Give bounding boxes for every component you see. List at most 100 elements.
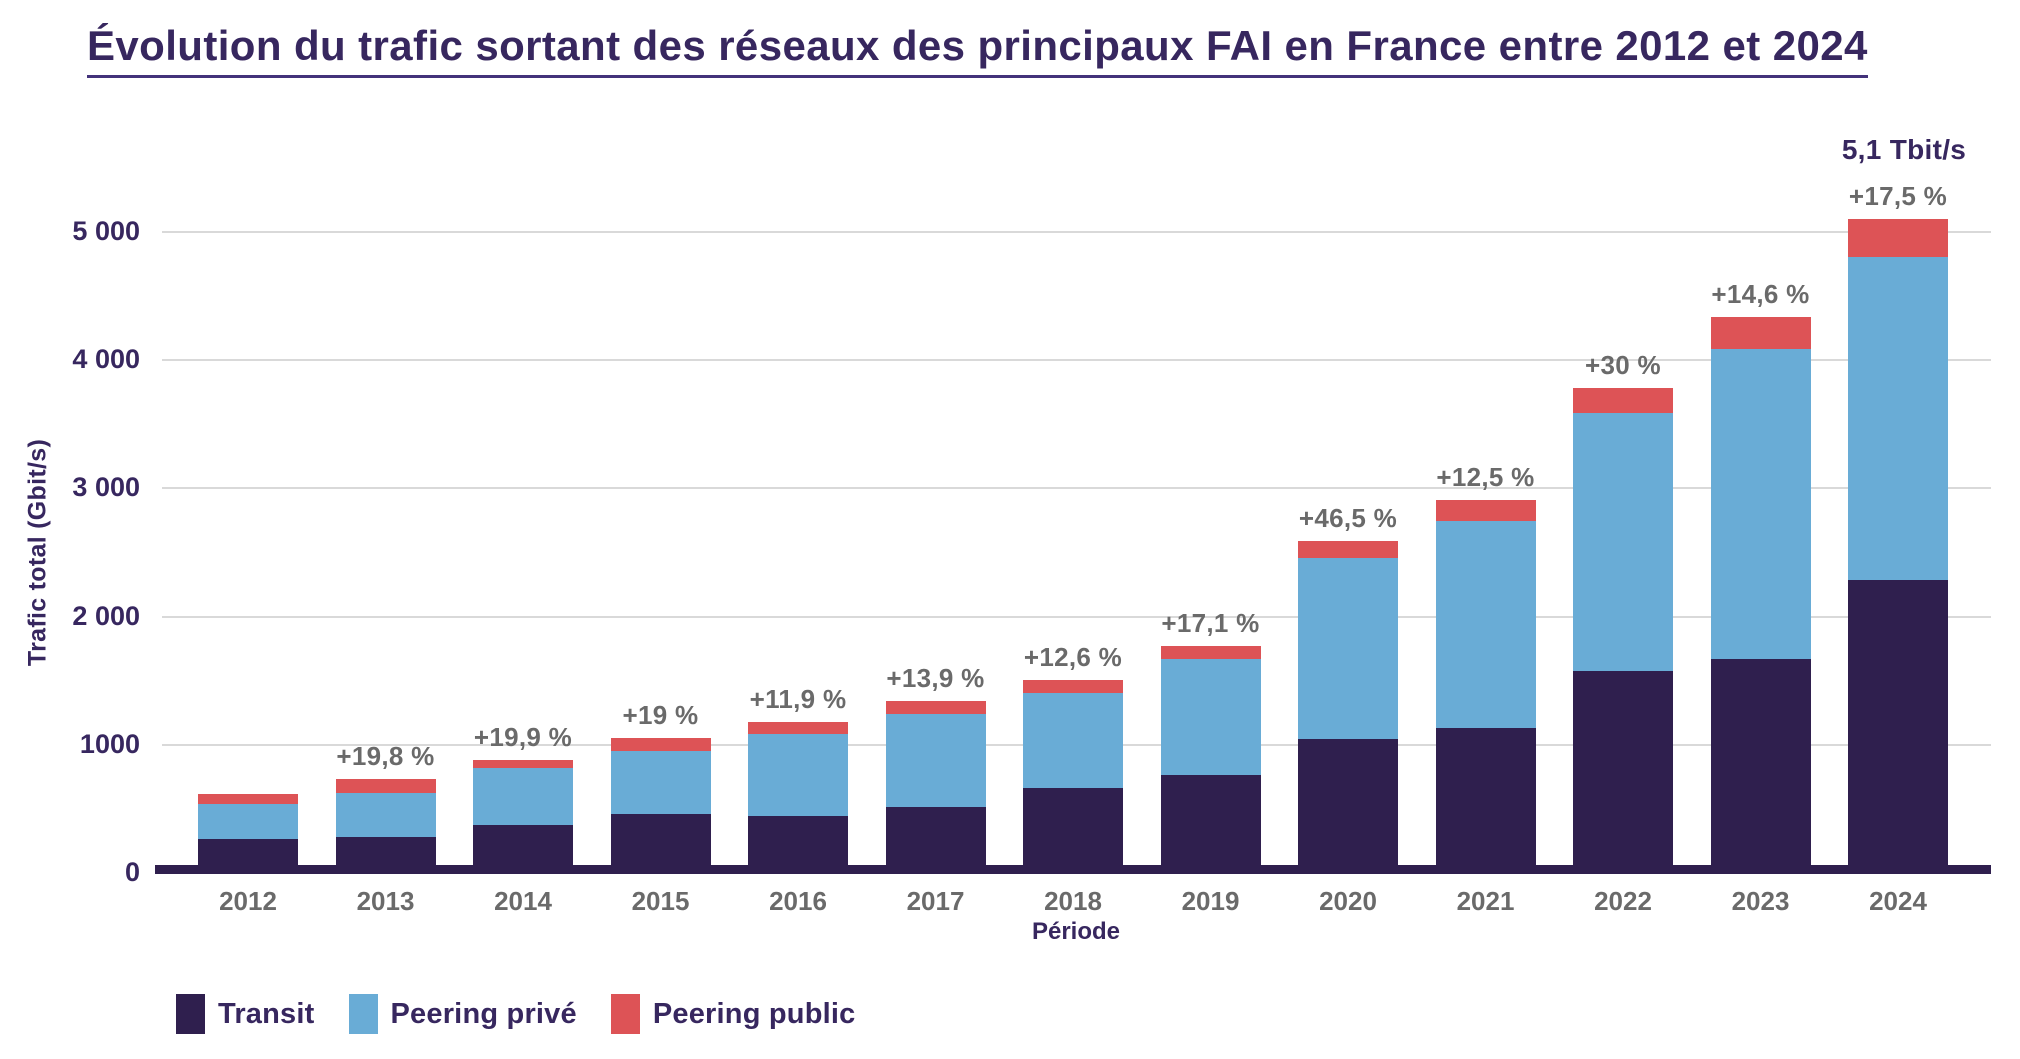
- bar-2023: [1710, 316, 1811, 873]
- growth-label-2024: +17,5 %: [1848, 181, 1948, 212]
- bar-2012: [198, 794, 298, 873]
- legend-item-peering-public: Peering public: [610, 994, 856, 1034]
- gridline-3000: [162, 487, 1991, 490]
- bar-segment-peering-prive-2018: [1023, 692, 1123, 789]
- growth-label-2016: +11,9 %: [749, 684, 847, 715]
- bar-segment-transit-2020: [1298, 738, 1398, 873]
- x-axis-line: [155, 865, 1991, 874]
- x-tick-label-2019: 2019: [1181, 886, 1240, 916]
- bar-2021: [1435, 499, 1536, 873]
- bar-segment-peering-prive-2019: [1160, 658, 1261, 775]
- bar-segment-peering-prive-2014: [473, 768, 573, 826]
- legend: Transit Peering privé Peering public: [176, 994, 855, 1034]
- legend-item-peering-prive: Peering privé: [348, 994, 577, 1034]
- bar-segment-transit-2023: [1710, 659, 1811, 873]
- growth-label-2015: +19 %: [622, 700, 699, 731]
- legend-item-transit: Transit: [176, 994, 315, 1034]
- bar-segment-peering-prive-2012: [198, 804, 298, 840]
- bar-segment-peering-public-2014: [473, 759, 573, 769]
- bar-segment-peering-prive-2020: [1298, 557, 1398, 739]
- bar-segment-transit-2021: [1435, 728, 1536, 873]
- growth-label-2017: +13,9 %: [886, 663, 985, 694]
- growth-label-2023: +14,6 %: [1711, 278, 1810, 309]
- bar-segment-peering-public-2013: [335, 778, 436, 793]
- legend-label-transit: Transit: [218, 997, 315, 1030]
- bar-segment-peering-public-2012: [198, 794, 298, 805]
- bar-segment-transit-2014: [473, 825, 573, 873]
- bar-2020: [1298, 541, 1398, 873]
- x-tick-label-2018: 2018: [1044, 886, 1102, 916]
- growth-label-2020: +46,5 %: [1298, 503, 1398, 534]
- gridline-5000: [162, 231, 1991, 233]
- y-tick-label-1000: 1000: [79, 728, 140, 759]
- bar-segment-peering-public-2024: [1848, 219, 1948, 258]
- x-tick-label-2015: 2015: [631, 886, 690, 916]
- bar-segment-peering-public-2020: [1298, 541, 1398, 558]
- bar-segment-peering-prive-2021: [1435, 521, 1536, 729]
- y-axis-title: Trafic total (Gbit/s): [23, 438, 52, 667]
- growth-label-2019: +17,1 %: [1161, 608, 1260, 639]
- x-tick-label-2016: 2016: [769, 886, 827, 916]
- bar-segment-peering-prive-2016: [748, 734, 848, 817]
- y-tick-label-0: 0: [124, 857, 140, 887]
- chart-title: Évolution du trafic sortant des réseaux …: [87, 22, 1868, 78]
- bar-segment-peering-public-2018: [1023, 679, 1123, 693]
- bar-2022: [1573, 387, 1673, 873]
- legend-label-peering-public: Peering public: [652, 997, 856, 1030]
- legend-swatch-transit: [176, 994, 205, 1034]
- bar-segment-peering-public-2017: [885, 701, 986, 714]
- bar-segment-peering-public-2015: [610, 738, 711, 751]
- gridline-4000: [162, 359, 1991, 362]
- bar-segment-peering-prive-2017: [885, 713, 986, 808]
- legend-swatch-peering-public: [610, 994, 640, 1034]
- bar-segment-peering-prive-2022: [1573, 413, 1673, 671]
- bar-2015: [610, 738, 711, 873]
- x-tick-label-2017: 2017: [906, 886, 965, 916]
- bar-2013: [335, 778, 436, 873]
- x-tick-label-2020: 2020: [1319, 886, 1377, 916]
- y-tick-label-4000: 4 000: [72, 344, 140, 375]
- legend-label-peering-prive: Peering privé: [390, 997, 577, 1030]
- x-axis-title: Période: [1031, 918, 1121, 945]
- x-tick-label-2021: 2021: [1456, 886, 1515, 916]
- bar-segment-peering-prive-2023: [1710, 348, 1811, 660]
- bar-2018: [1023, 679, 1123, 873]
- y-tick-label-5000: 5 000: [72, 216, 140, 246]
- bar-2024: [1848, 219, 1948, 873]
- x-tick-label-2022: 2022: [1594, 886, 1652, 916]
- growth-label-2013: +19,8 %: [336, 740, 435, 771]
- x-tick-label-2024: 2024: [1869, 886, 1927, 916]
- bar-segment-peering-public-2023: [1710, 316, 1811, 349]
- bar-2017: [885, 701, 986, 873]
- bar-segment-peering-public-2022: [1573, 387, 1673, 414]
- bar-segment-peering-prive-2024: [1848, 257, 1948, 580]
- growth-label-2018: +12,6 %: [1023, 641, 1123, 672]
- bar-segment-transit-2022: [1573, 670, 1673, 873]
- gridline-2000: [162, 615, 1991, 618]
- bar-segment-transit-2015: [610, 813, 711, 873]
- bar-segment-transit-2017: [885, 807, 986, 873]
- growth-label-2021: +12,5 %: [1436, 461, 1535, 492]
- bar-segment-transit-2018: [1023, 788, 1123, 873]
- bar-segment-peering-prive-2013: [335, 792, 436, 838]
- y-tick-label-2000: 2 000: [72, 600, 140, 631]
- peak-annotation: 5,1 Tbit/s: [1841, 134, 1967, 166]
- legend-swatch-peering-prive: [348, 994, 378, 1034]
- bar-segment-peering-public-2021: [1435, 499, 1536, 522]
- bar-segment-transit-2019: [1160, 774, 1261, 873]
- bar-segment-peering-prive-2015: [610, 750, 711, 814]
- bar-segment-transit-2016: [748, 816, 848, 873]
- bar-2016: [748, 722, 848, 873]
- y-tick-label-3000: 3 000: [72, 472, 140, 503]
- bar-segment-peering-public-2019: [1160, 646, 1261, 659]
- bar-2019: [1160, 646, 1261, 873]
- x-tick-label-2014: 2014: [494, 886, 552, 916]
- growth-label-2014: +19,9 %: [473, 721, 573, 752]
- bar-segment-peering-public-2016: [748, 722, 848, 735]
- x-tick-label-2023: 2023: [1731, 886, 1790, 916]
- growth-label-2022: +30 %: [1585, 349, 1661, 380]
- x-tick-label-2012: 2012: [219, 886, 277, 916]
- x-tick-label-2013: 2013: [356, 886, 415, 916]
- bar-2014: [473, 759, 573, 873]
